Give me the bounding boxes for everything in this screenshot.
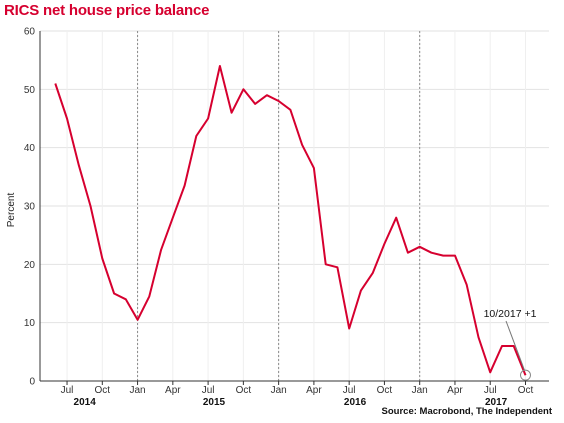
y-tick-label: 20	[24, 260, 36, 271]
chart-title: RICS net house price balance	[4, 2, 210, 19]
annotation-group: 10/2017 +1	[484, 308, 537, 381]
x-tick-label: Jul	[343, 385, 356, 396]
series-group	[54, 65, 527, 376]
y-tick-label: 60	[24, 27, 36, 38]
x-tick-labels: Jul Oct Jan Apr Jul Oct Jan Apr Jul Oct Jan Apr Jul O…	[61, 381, 534, 396]
year-label: 2017	[485, 397, 508, 408]
year-labels: 2014 2015 2016 2017	[74, 397, 508, 408]
year-label: 2016	[344, 397, 367, 408]
x-tick-label: Jan	[271, 385, 287, 396]
x-tick-label: Jul	[61, 385, 74, 396]
y-tick-label: 30	[24, 202, 36, 213]
year-label: 2014	[74, 397, 97, 408]
y-axis-label: Percent	[6, 193, 17, 228]
y-tick-labels: 0 10 20 30 40 50 60	[24, 27, 36, 388]
x-tick-label: Jan	[130, 385, 146, 396]
x-tick-label: Oct	[95, 385, 111, 396]
x-tick-label: Apr	[447, 385, 463, 396]
annotation-label: 10/2017 +1	[484, 308, 537, 320]
x-tick-label: Oct	[518, 385, 534, 396]
grid	[40, 30, 549, 381]
y-tick-label: 0	[29, 377, 35, 388]
x-tick-label: Jan	[412, 385, 428, 396]
year-label: 2015	[203, 397, 226, 408]
y-tick-label: 50	[24, 85, 36, 96]
x-tick-label: Jul	[484, 385, 497, 396]
y-tick-label: 40	[24, 143, 36, 154]
x-tick-label: Apr	[165, 385, 181, 396]
axes	[39, 31, 549, 382]
annotation-marker	[519, 369, 531, 381]
x-tick-label: Apr	[306, 385, 322, 396]
x-tick-label: Oct	[377, 385, 393, 396]
annotation-leader	[505, 320, 525, 371]
source-note: Source: Macrobond, The Independent	[381, 406, 552, 417]
y-tick-label: 10	[24, 318, 36, 329]
x-tick-label: Oct	[236, 385, 252, 396]
x-tick-label: Jul	[202, 385, 215, 396]
